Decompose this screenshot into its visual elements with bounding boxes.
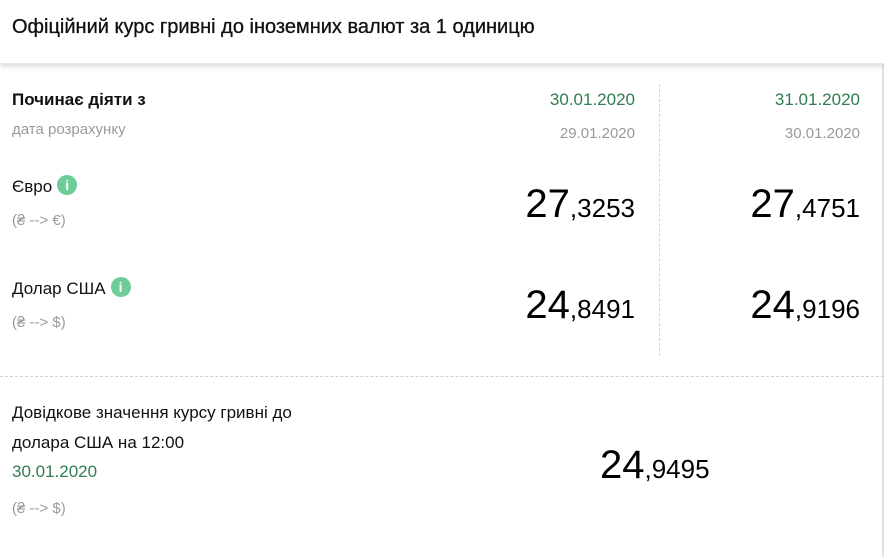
euro-label: Євро [12, 177, 53, 196]
col1-start-date: 30.01.2020 [549, 90, 635, 109]
rate-int: 27 [525, 182, 570, 226]
row-usd: Долар США i [12, 277, 131, 299]
header: Офіційний курс гривні до іноземних валют… [0, 0, 884, 64]
usd-rate-col2: 24,9196 [750, 283, 860, 328]
page-title: Офіційний курс гривні до іноземних валют… [12, 16, 535, 38]
rate-int: 27 [750, 182, 795, 226]
usd-label: Долар США [12, 279, 106, 298]
euro-direction: (₴ --> €) [12, 212, 66, 229]
reference-direction: (₴ --> $) [12, 500, 66, 517]
info-icon[interactable]: i [110, 277, 131, 297]
rate-dec: ,8491 [569, 294, 635, 324]
info-icon[interactable]: i [57, 175, 78, 195]
rate-dec: ,4751 [794, 193, 860, 223]
col1-calc-date: 29.01.2020 [559, 125, 635, 142]
rate-dec: ,9196 [794, 294, 860, 324]
section-divider [0, 376, 884, 377]
rate-int: 24 [750, 283, 795, 327]
reference-rate: 24,9495 [600, 443, 710, 488]
rate-int: 24 [525, 283, 570, 327]
usd-rate-col1: 24,8491 [525, 283, 635, 328]
reference-date: 30.01.2020 [12, 462, 98, 481]
column-divider [659, 84, 660, 356]
reference-line2: долара США на 12:00 [12, 433, 185, 452]
col2-start-date: 31.01.2020 [774, 90, 860, 109]
rate-int: 24 [600, 443, 645, 487]
rate-dec: ,9495 [644, 454, 710, 484]
col2-calc-date: 30.01.2020 [784, 125, 860, 142]
euro-rate-col2: 27,4751 [750, 182, 860, 227]
reference-line1: Довідкове значення курсу гривні до [12, 403, 292, 422]
start-label: Починає діяти з [12, 90, 146, 109]
row-euro: Євро i [12, 175, 78, 197]
euro-rate-col1: 27,3253 [525, 182, 635, 227]
rate-dec: ,3253 [569, 193, 635, 223]
usd-direction: (₴ --> $) [12, 314, 66, 331]
calc-label: дата розрахунку [12, 121, 126, 138]
